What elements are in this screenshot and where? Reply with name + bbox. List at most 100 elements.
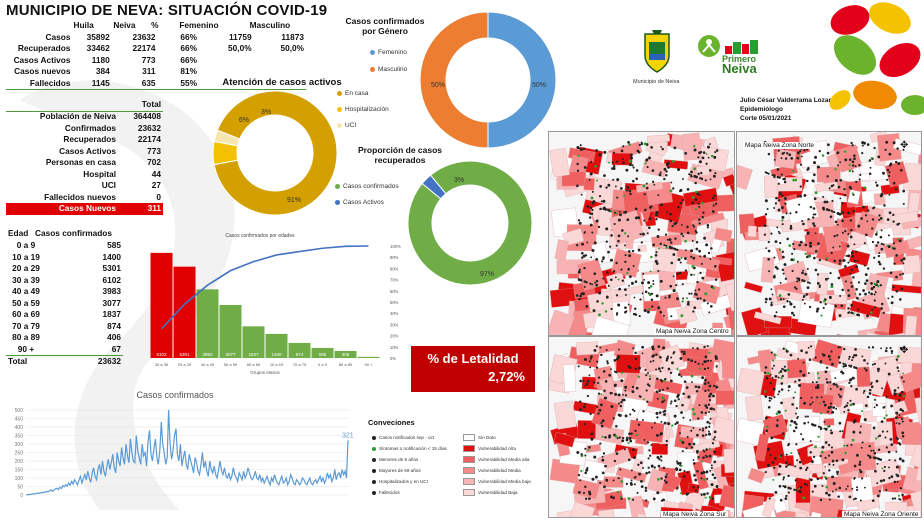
map-case-dot bbox=[639, 233, 642, 236]
map-case-dot bbox=[588, 497, 591, 501]
map-case-dot bbox=[894, 497, 897, 500]
map-case-dot bbox=[847, 254, 851, 258]
map-case-dot bbox=[663, 421, 667, 425]
map-case-dot bbox=[841, 211, 845, 214]
map-case-dot bbox=[610, 258, 613, 262]
map-case-dot bbox=[658, 458, 661, 461]
map-case-dot bbox=[803, 149, 806, 152]
map-case-dot bbox=[775, 196, 778, 200]
map-case-dot bbox=[801, 271, 804, 275]
map-case-dot bbox=[873, 206, 876, 209]
pareto-tick-label: 80 a 89 bbox=[339, 362, 353, 367]
map-case-dot bbox=[597, 376, 601, 379]
map-case-dot bbox=[900, 287, 904, 291]
map-case-dot bbox=[902, 148, 905, 151]
map-case-dot bbox=[802, 222, 805, 226]
map-zone bbox=[757, 225, 771, 242]
map-case-dot bbox=[848, 364, 850, 367]
map-case-dot bbox=[616, 178, 620, 182]
map-sur[interactable]: Mapa Neiva Zona Sur bbox=[548, 336, 735, 518]
map-case-dot bbox=[816, 396, 819, 399]
map-case-dot bbox=[698, 367, 701, 370]
map-case-dot bbox=[798, 452, 801, 455]
map-case-dot bbox=[710, 407, 713, 411]
map-case-dot bbox=[625, 482, 628, 486]
map-zone bbox=[897, 346, 921, 365]
map-case-dot bbox=[898, 393, 902, 397]
map-case-dot bbox=[829, 388, 832, 390]
map-oriente[interactable]: Mapa Neiva Zona Oriente ✥ bbox=[736, 336, 922, 518]
map-case-dot bbox=[677, 398, 680, 401]
map-case-dot bbox=[588, 374, 591, 377]
map-case-dot bbox=[812, 180, 815, 183]
map-case-dot bbox=[686, 225, 689, 229]
map-case-dot bbox=[700, 493, 703, 496]
pareto-tick-label: 90 + bbox=[365, 362, 374, 367]
map-case-dot bbox=[621, 229, 624, 232]
map-case-dot bbox=[687, 300, 690, 304]
map-case-dot bbox=[593, 272, 597, 276]
map-case-dot bbox=[899, 168, 903, 172]
map-norte[interactable]: Mapa Neiva Zona Norte ✥ bbox=[736, 131, 922, 336]
map-case-dot bbox=[583, 231, 586, 234]
map-case-dot bbox=[814, 386, 818, 389]
map-case-dot bbox=[679, 357, 683, 360]
legend-label: Casos confirmados bbox=[343, 183, 399, 190]
map-case-dot bbox=[612, 270, 616, 273]
map-centro[interactable]: Mapa Neiva Zona Centro bbox=[548, 131, 735, 336]
map-case-dot bbox=[763, 233, 767, 236]
map-case-dot bbox=[895, 473, 898, 476]
map-case-dot bbox=[663, 167, 667, 171]
map-case-dot bbox=[798, 487, 801, 490]
map-case-dot bbox=[839, 294, 842, 298]
map-case-dot bbox=[813, 224, 816, 228]
map-case-dot bbox=[612, 151, 616, 154]
map-case-dot bbox=[625, 293, 627, 296]
map-case-dot bbox=[637, 366, 641, 370]
map-case-dot bbox=[576, 450, 580, 454]
map-case-dot bbox=[711, 497, 714, 500]
totals-value: 773 bbox=[147, 145, 161, 156]
map-case-dot bbox=[863, 186, 867, 189]
map-case-dot bbox=[581, 256, 584, 259]
map-case-dot bbox=[827, 354, 831, 358]
map-case-dot bbox=[706, 420, 709, 424]
map-case-dot bbox=[867, 291, 871, 294]
map-case-dot bbox=[664, 233, 668, 236]
map-case-dot bbox=[659, 370, 662, 373]
map-case-dot bbox=[608, 209, 611, 212]
map-case-dot bbox=[704, 389, 707, 393]
map-case-dot bbox=[839, 197, 842, 200]
map-case-dot bbox=[638, 395, 641, 398]
map-case-dot bbox=[611, 161, 614, 164]
map-case-dot bbox=[624, 260, 627, 264]
map-case-dot bbox=[856, 313, 860, 317]
timeseries-last-label: 321 bbox=[342, 432, 354, 439]
gender-title-line2: por Género bbox=[362, 26, 408, 36]
map-zone bbox=[597, 209, 613, 236]
map-case-dot bbox=[773, 256, 776, 259]
map-case-dot bbox=[621, 398, 624, 402]
map-zone bbox=[772, 509, 796, 517]
map-case-dot bbox=[865, 279, 869, 282]
map-case-dot bbox=[878, 218, 881, 221]
map-case-dot bbox=[661, 396, 665, 400]
map-case-dot bbox=[672, 275, 675, 278]
map-case-dot bbox=[882, 171, 885, 175]
map-case-dot bbox=[820, 412, 823, 415]
map-case-dot bbox=[897, 441, 901, 445]
map-case-dot bbox=[605, 240, 608, 243]
map-case-dot bbox=[713, 430, 717, 434]
age-header-edad: Edad bbox=[8, 228, 29, 238]
map-case-dot bbox=[642, 184, 646, 188]
map-case-dot bbox=[891, 497, 895, 500]
map-case-dot bbox=[591, 231, 594, 234]
map-case-dot bbox=[665, 174, 668, 177]
map-case-dot bbox=[598, 408, 602, 412]
map-case-dot bbox=[682, 297, 685, 300]
map-case-dot bbox=[670, 315, 673, 318]
map-zone bbox=[663, 159, 689, 170]
map-case-dot bbox=[819, 361, 822, 364]
map-case-dot bbox=[625, 438, 629, 442]
age-value: 1837 bbox=[102, 309, 121, 319]
